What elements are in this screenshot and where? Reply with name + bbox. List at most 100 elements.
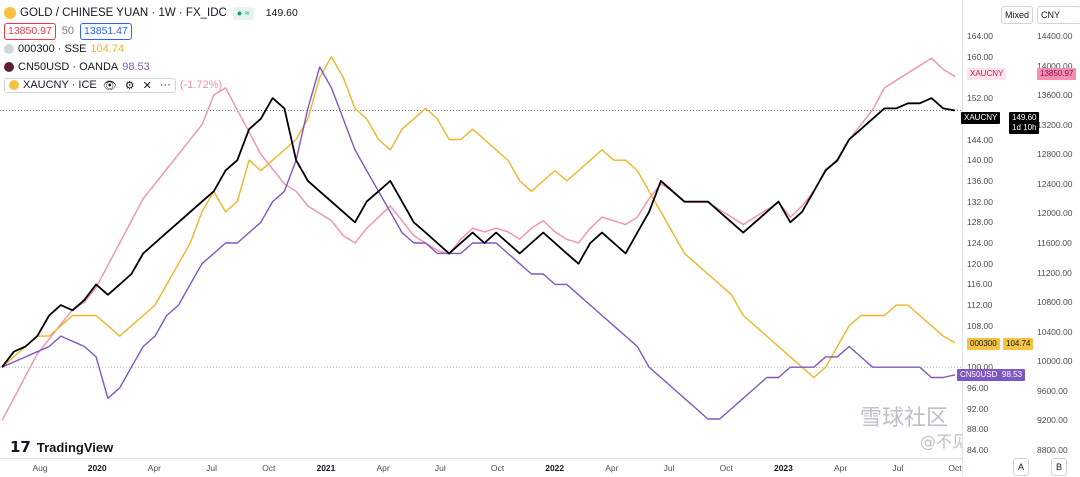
price-tick-right: 12800.00: [1037, 149, 1073, 160]
legend: GOLD / CHINESE YUAN · 1W · FX_IDC ● ≈ 14…: [4, 4, 298, 94]
log-scale-button[interactable]: B: [1051, 458, 1067, 476]
price-tick-left: 132.00: [967, 196, 993, 207]
price-tick-left: 100.00: [967, 362, 993, 373]
ask-price[interactable]: 13851.47: [80, 22, 132, 40]
tradingview-logo[interactable]: 𝟭𝟳 TradingView: [10, 438, 113, 456]
price-tag-000300-value: 104.74: [1003, 338, 1034, 350]
price-tick-left: 116.00: [967, 279, 993, 290]
price-tick-left: 160.00: [967, 51, 993, 62]
price-tick-right: 11200.00: [1037, 267, 1072, 278]
log-scale-label: B: [1055, 462, 1062, 472]
price-tick-right: 13600.00: [1037, 90, 1073, 101]
price-tick-left: 152.00: [967, 93, 993, 104]
tradingview-mark-icon: 𝟭𝟳: [10, 439, 31, 456]
price-tick-right: 9200.00: [1037, 415, 1068, 426]
time-tick: Oct: [948, 463, 962, 473]
scale-mode-button[interactable]: Mixed: [1001, 6, 1034, 24]
price-tick-left: 128.00: [967, 217, 993, 228]
time-tick: 2023: [773, 463, 793, 473]
tradingview-logo-text: TradingView: [36, 439, 114, 455]
time-tick: Aug: [32, 463, 48, 473]
time-tick: Jul: [434, 463, 446, 473]
price-tag-cn50usd-label: CN50USD: [957, 369, 1001, 381]
price-tick-left: 96.00: [967, 382, 989, 393]
price-tick-right: 13200.00: [1037, 119, 1073, 130]
auto-scale-button[interactable]: A: [1013, 458, 1029, 476]
more-icon[interactable]: ···: [159, 78, 171, 91]
chart-plot: [0, 56, 962, 421]
price-tick-left: 108.00: [967, 320, 993, 331]
series-line-000300: [1, 56, 956, 379]
row-actions: 👁 ⚙ ✕ ···: [103, 79, 171, 92]
currency-label: CNY: [1041, 10, 1061, 20]
oanda-logo-icon: [4, 62, 14, 72]
time-tick: Jul: [663, 463, 675, 473]
price-tick-left: 92.00: [967, 403, 989, 414]
price-tag-xaucny-value: 13850.97: [1037, 68, 1077, 80]
overlay-name: CN50USD · OANDA: [18, 61, 119, 73]
bid-ask-row: 13850.97 50 13851.47: [4, 22, 298, 40]
bid-price[interactable]: 13850.97: [4, 22, 56, 40]
price-tag-main-label: XAUCNY: [961, 112, 1001, 124]
price-tick-right: 14000.00: [1037, 60, 1073, 71]
overlay-active-box[interactable]: XAUCNY · ICE 👁 ⚙ ✕ ···: [4, 77, 176, 93]
price-tick-right: 8800.00: [1037, 445, 1068, 455]
time-tick: Oct: [490, 463, 505, 473]
gear-icon[interactable]: ⚙: [124, 79, 135, 92]
price-tick-right: 10800.00: [1037, 297, 1073, 308]
price-tick-left: 84.00: [967, 445, 989, 455]
price-tick-right: 14400.00: [1037, 31, 1073, 41]
price-axis[interactable]: Mixed CNY 164.00160.00156.00152.00148.00…: [957, 0, 1080, 476]
price-tick-left: 136.00: [967, 175, 993, 186]
time-tick: Apr: [834, 463, 848, 473]
overlay-row-000300[interactable]: 000300 · SSE 104.74: [4, 40, 298, 58]
time-tick: Apr: [376, 463, 390, 473]
close-icon[interactable]: ✕: [142, 79, 152, 92]
auto-scale-label: A: [1017, 462, 1024, 472]
market-status-badge: ● ≈: [232, 6, 254, 20]
price-tick-right: 11600.00: [1037, 238, 1072, 248]
time-tick: 2022: [545, 463, 565, 473]
gold-coin-icon: [4, 7, 16, 19]
price-tick-right: 12400.00: [1037, 178, 1073, 189]
price-tick-right: 12000.00: [1037, 208, 1073, 219]
price-tick-left: 144.00: [967, 134, 993, 145]
main-symbol-row[interactable]: GOLD / CHINESE YUAN · 1W · FX_IDC ● ≈ 14…: [4, 4, 298, 22]
price-tick-right: 9600.00: [1037, 385, 1068, 396]
time-axis[interactable]: Aug 2020 Apr Jul Oct 2021 Apr Jul Oct 2022 Apr Jul O…: [0, 458, 962, 477]
price-tick-left: 88.00: [967, 424, 989, 435]
time-tick: 2020: [87, 463, 107, 473]
spread: 50: [61, 25, 75, 37]
overlay-name: XAUCNY · ICE: [23, 79, 97, 91]
price-tag-000300-label: 000300: [967, 338, 1000, 350]
price-tag-main-value: 149.60: [1009, 112, 1040, 124]
price-tag-cn50usd-value: 98.53: [999, 369, 1026, 381]
series-line-cn50usd: [1, 66, 956, 420]
series-line-xaucny: [1, 97, 956, 368]
time-tick: Apr: [147, 463, 161, 473]
currency-button[interactable]: CNY: [1037, 6, 1080, 24]
time-tick: Jul: [206, 463, 217, 473]
gold-coin-icon: [9, 80, 19, 90]
price-tick-left: 112.00: [967, 300, 993, 311]
time-tick: Oct: [719, 463, 733, 473]
main-value: 149.60: [265, 7, 298, 19]
eye-icon[interactable]: 👁: [102, 79, 117, 92]
sse-logo-icon: [4, 44, 14, 54]
symbol-title[interactable]: GOLD / CHINESE YUAN · 1W · FX_IDC: [20, 7, 227, 19]
time-tick: Apr: [605, 463, 619, 473]
price-tick-left: 120.00: [967, 258, 993, 269]
time-tick: Jul: [892, 463, 904, 473]
time-tick: Oct: [262, 463, 276, 473]
overlay-row-cn50usd[interactable]: CN50USD · OANDA 98.53: [4, 58, 298, 76]
overlay-change: (-1.72%): [179, 79, 223, 91]
overlay-value: 104.74: [90, 43, 125, 55]
price-tag-countdown: 1d 10h: [1009, 122, 1040, 134]
overlay-name: 000300 · SSE: [18, 43, 87, 55]
scale-mode-label: Mixed: [1005, 10, 1030, 20]
price-tick-right: 10000.00: [1037, 356, 1073, 367]
overlay-row-xaucny[interactable]: XAUCNY · ICE 👁 ⚙ ✕ ··· (-1.72%): [4, 76, 298, 94]
chart-area[interactable]: GOLD / CHINESE YUAN · 1W · FX_IDC ● ≈ 14…: [0, 0, 999, 458]
price-tick-left: 140.00: [967, 155, 993, 166]
price-tick-left: 124.00: [967, 238, 993, 248]
